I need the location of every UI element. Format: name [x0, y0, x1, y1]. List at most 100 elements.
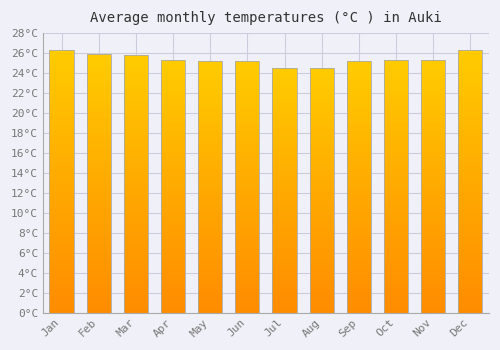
Bar	[236, 107, 260, 109]
Bar	[347, 193, 371, 195]
Bar	[50, 168, 74, 170]
Bar	[236, 63, 260, 65]
Bar	[161, 201, 185, 203]
Bar	[236, 265, 260, 267]
Bar	[384, 92, 408, 94]
Bar	[198, 78, 222, 80]
Bar	[347, 218, 371, 220]
Bar	[236, 118, 260, 120]
Bar	[458, 96, 482, 98]
Bar	[161, 306, 185, 308]
Bar	[50, 81, 74, 83]
Bar	[161, 121, 185, 123]
Bar	[161, 123, 185, 125]
Bar	[86, 110, 111, 112]
Bar	[86, 175, 111, 177]
Bar	[86, 306, 111, 308]
Bar	[124, 246, 148, 248]
Bar	[458, 92, 482, 94]
Bar	[384, 148, 408, 150]
Bar	[50, 188, 74, 190]
Bar	[347, 145, 371, 147]
Bar	[458, 85, 482, 88]
Bar	[421, 298, 445, 300]
Bar	[124, 255, 148, 257]
Bar	[124, 184, 148, 186]
Bar	[161, 60, 185, 313]
Bar	[310, 121, 334, 123]
Bar	[198, 111, 222, 113]
Bar	[347, 310, 371, 313]
Bar	[347, 281, 371, 283]
Bar	[310, 93, 334, 94]
Bar	[161, 296, 185, 298]
Bar	[421, 77, 445, 79]
Bar	[198, 244, 222, 246]
Bar	[347, 195, 371, 197]
Bar	[198, 239, 222, 241]
Bar	[124, 137, 148, 139]
Bar	[50, 201, 74, 203]
Bar	[236, 193, 260, 195]
Bar	[86, 207, 111, 209]
Bar	[384, 180, 408, 182]
Bar	[50, 225, 74, 228]
Bar	[198, 269, 222, 271]
Bar	[272, 258, 296, 260]
Bar	[50, 273, 74, 275]
Bar	[347, 287, 371, 289]
Bar	[86, 274, 111, 276]
Bar	[86, 280, 111, 282]
Bar	[198, 233, 222, 235]
Bar	[124, 268, 148, 270]
Bar	[50, 90, 74, 92]
Bar	[272, 229, 296, 231]
Bar	[124, 177, 148, 180]
Bar	[50, 68, 74, 70]
Bar	[347, 149, 371, 151]
Bar	[236, 80, 260, 82]
Bar	[347, 246, 371, 248]
Bar	[310, 135, 334, 138]
Bar	[124, 190, 148, 192]
Bar	[421, 165, 445, 167]
Bar	[384, 285, 408, 287]
Bar	[86, 153, 111, 155]
Bar	[272, 296, 296, 299]
Bar	[124, 248, 148, 250]
Bar	[161, 294, 185, 296]
Bar	[124, 203, 148, 205]
Bar	[86, 132, 111, 134]
Bar	[198, 216, 222, 218]
Bar	[161, 127, 185, 130]
Bar	[86, 293, 111, 295]
Bar	[384, 165, 408, 167]
Bar	[310, 292, 334, 294]
Bar	[458, 210, 482, 212]
Bar	[161, 176, 185, 178]
Bar	[272, 99, 296, 101]
Bar	[458, 249, 482, 251]
Bar	[347, 107, 371, 109]
Bar	[236, 164, 260, 166]
Bar	[310, 113, 334, 115]
Bar	[272, 68, 296, 70]
Bar	[161, 150, 185, 153]
Bar	[124, 98, 148, 100]
Bar	[458, 59, 482, 61]
Bar	[198, 229, 222, 231]
Bar	[310, 264, 334, 266]
Bar	[161, 281, 185, 283]
Bar	[236, 292, 260, 294]
Bar	[272, 307, 296, 309]
Bar	[86, 155, 111, 158]
Bar	[236, 82, 260, 84]
Bar	[272, 247, 296, 250]
Bar	[347, 65, 371, 68]
Bar	[124, 229, 148, 231]
Bar	[124, 261, 148, 263]
Bar	[384, 146, 408, 148]
Bar	[86, 102, 111, 104]
Bar	[421, 292, 445, 294]
Bar	[124, 289, 148, 291]
